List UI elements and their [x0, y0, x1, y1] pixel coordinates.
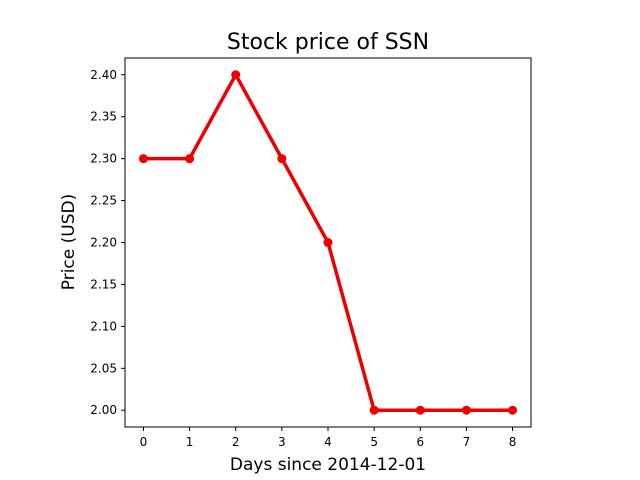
x-tick-label: 1: [186, 435, 194, 449]
data-point-7: [461, 405, 471, 415]
x-axis-ticks: [142, 427, 514, 431]
y-tick-label: 2.00: [90, 403, 117, 417]
x-axis-label: Days since 2014-12-01: [230, 455, 426, 475]
y-tick-label: 2.25: [90, 194, 117, 208]
data-point-5: [369, 405, 379, 415]
y-tick-label: 2.30: [90, 152, 117, 166]
y-tick-label: 2.05: [90, 361, 117, 375]
y-tick-label: 2.20: [90, 236, 117, 250]
chart-title: Stock price of SSN: [227, 30, 429, 55]
x-tick-label: 8: [509, 435, 517, 449]
y-tick-label: 2.15: [90, 277, 117, 291]
y-tick-label: 2.10: [90, 319, 117, 333]
data-point-6: [415, 405, 425, 415]
data-point-2: [231, 70, 241, 80]
y-axis-tick-labels: 2.00 2.05 2.10 2.15 2.20 2.25 2.30 2.35 2.40: [90, 68, 117, 417]
x-tick-label: 0: [140, 435, 148, 449]
data-point-0: [138, 154, 148, 164]
y-axis-ticks: [121, 74, 125, 411]
data-point-1: [185, 154, 195, 164]
price-series-points: [138, 70, 518, 415]
x-tick-label: 7: [463, 435, 471, 449]
x-tick-label: 3: [278, 435, 286, 449]
data-point-8: [508, 405, 518, 415]
y-tick-label: 2.40: [90, 68, 117, 82]
y-tick-label: 2.35: [90, 110, 117, 124]
x-tick-label: 6: [416, 435, 424, 449]
data-point-3: [277, 154, 287, 164]
x-axis-tick-labels: 0 1 2 3 4 5 6 7 8: [140, 435, 517, 449]
x-tick-label: 2: [232, 435, 240, 449]
data-point-4: [323, 238, 333, 247]
x-tick-label: 4: [324, 435, 332, 449]
x-tick-label: 5: [370, 435, 378, 449]
y-axis-label: Price (USD): [59, 194, 79, 290]
